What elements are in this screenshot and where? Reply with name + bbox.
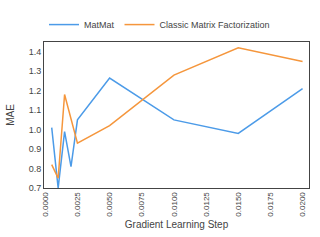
svg-text:0.0175: 0.0175 — [266, 192, 275, 217]
svg-text:MAE: MAE — [5, 104, 16, 126]
svg-text:Gradient Learning Step: Gradient Learning Step — [125, 219, 229, 230]
svg-text:Classic Matrix Factorization: Classic Matrix Factorization — [160, 20, 270, 30]
svg-text:0.0100: 0.0100 — [170, 192, 179, 217]
svg-text:0.0025: 0.0025 — [73, 192, 82, 217]
svg-text:0.7: 0.7 — [29, 183, 42, 193]
svg-text:0.0050: 0.0050 — [105, 192, 114, 217]
svg-text:1.2: 1.2 — [29, 86, 42, 96]
svg-text:MatMat: MatMat — [84, 20, 115, 30]
svg-text:1.1: 1.1 — [29, 105, 42, 115]
svg-text:1.4: 1.4 — [29, 47, 42, 57]
svg-text:0.0125: 0.0125 — [202, 192, 211, 217]
svg-text:1.0: 1.0 — [29, 125, 42, 135]
svg-text:0.8: 0.8 — [29, 164, 42, 174]
svg-text:0.9: 0.9 — [29, 144, 42, 154]
svg-text:0.0075: 0.0075 — [137, 192, 146, 217]
svg-text:0.0200: 0.0200 — [298, 192, 307, 217]
svg-text:0.0000: 0.0000 — [41, 192, 50, 217]
svg-text:0.0150: 0.0150 — [234, 192, 243, 217]
svg-text:1.3: 1.3 — [29, 66, 42, 76]
